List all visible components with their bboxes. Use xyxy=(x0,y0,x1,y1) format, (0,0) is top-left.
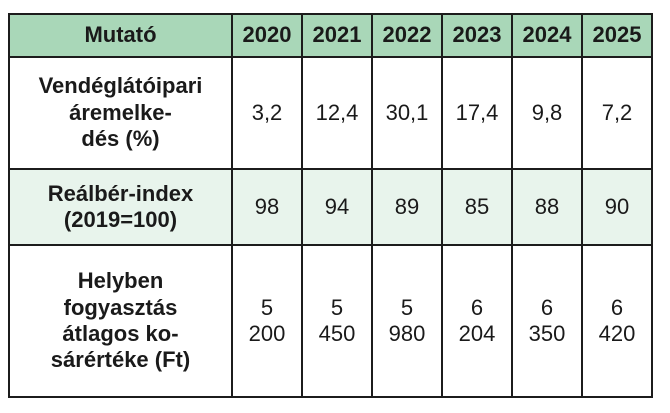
value-cell: 6 204 xyxy=(441,244,513,398)
value-cell: 3,2 xyxy=(231,56,303,170)
value-cell: 5 200 xyxy=(231,244,303,398)
header-label: Mutató xyxy=(8,13,233,58)
value-cell: 9,8 xyxy=(511,56,583,170)
row-label: Vendéglátóipari áremelke- dés (%) xyxy=(8,56,233,170)
value-cell: 88 xyxy=(511,168,583,246)
row-label: Reálbér-index (2019=100) xyxy=(8,168,233,246)
value-cell: 30,1 xyxy=(371,56,443,170)
header-year: 2021 xyxy=(301,13,373,58)
value-cell: 85 xyxy=(441,168,513,246)
value-cell: 98 xyxy=(231,168,303,246)
header-row: Mutató 2020 2021 2022 2023 2024 2025 xyxy=(8,13,653,58)
row-label: Helyben fogyasztás átlagos ko- sárértéke… xyxy=(8,244,233,398)
top-cropped-text xyxy=(0,0,670,10)
value-cell: 5 450 xyxy=(301,244,373,398)
header-year: 2020 xyxy=(231,13,303,58)
value-cell: 89 xyxy=(371,168,443,246)
value-cell: 17,4 xyxy=(441,56,513,170)
table-row: Vendéglátóipari áremelke- dés (%) 3,2 12… xyxy=(8,56,653,170)
value-cell: 7,2 xyxy=(581,56,653,170)
header-year: 2025 xyxy=(581,13,653,58)
header-year: 2023 xyxy=(441,13,513,58)
header-year: 2024 xyxy=(511,13,583,58)
value-cell: 94 xyxy=(301,168,373,246)
value-cell: 12,4 xyxy=(301,56,373,170)
header-year: 2022 xyxy=(371,13,443,58)
table-row: Reálbér-index (2019=100) 98 94 89 85 88 … xyxy=(8,168,653,246)
indicator-table: Mutató 2020 2021 2022 2023 2024 2025 Ven… xyxy=(8,13,653,398)
value-cell: 90 xyxy=(581,168,653,246)
value-cell: 6 420 xyxy=(581,244,653,398)
value-cell: 5 980 xyxy=(371,244,443,398)
value-cell: 6 350 xyxy=(511,244,583,398)
table-row: Helyben fogyasztás átlagos ko- sárértéke… xyxy=(8,244,653,398)
